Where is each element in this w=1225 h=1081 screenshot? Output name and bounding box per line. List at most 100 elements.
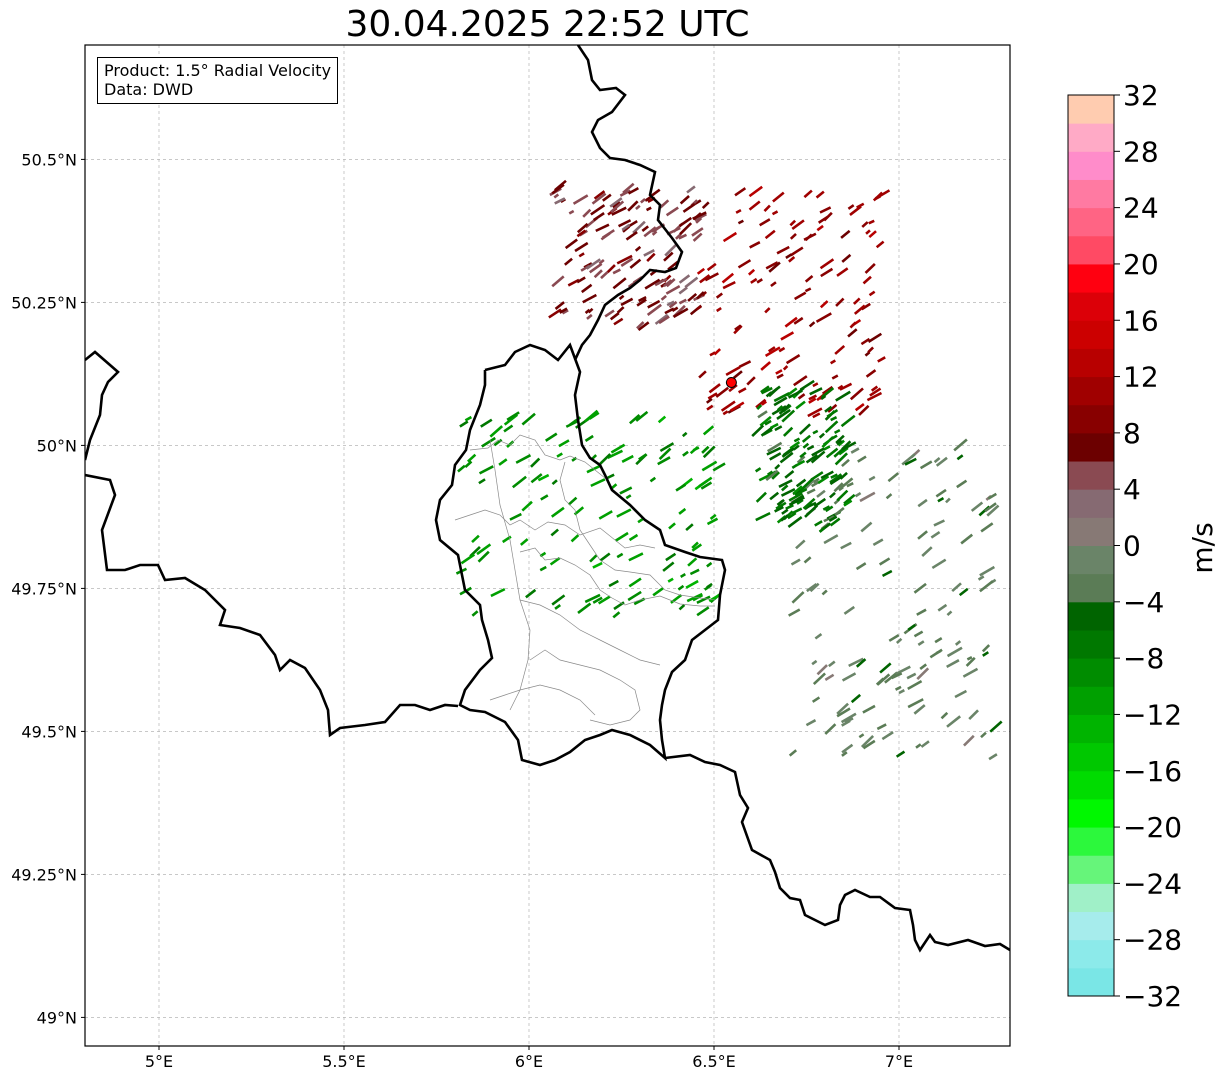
echo-streak	[618, 294, 625, 301]
echo-streak	[854, 491, 862, 498]
echo-streak	[848, 657, 864, 668]
echo-streak	[853, 304, 866, 315]
echo-streak	[558, 439, 570, 448]
echo-streak	[678, 507, 687, 515]
echo-streak	[828, 515, 838, 522]
echo-streak	[831, 374, 839, 380]
axis-ticks: 5°E 5.5°E 6°E 6.5°E 7°E 50.5°N 50.25°N 50°N 49.7…	[11, 150, 913, 1071]
echo-streak	[763, 204, 771, 212]
echo-streak	[827, 403, 838, 413]
echo-streak	[506, 440, 515, 448]
echo-streak	[981, 644, 991, 653]
echo-streak	[651, 188, 661, 197]
echo-streak	[567, 278, 580, 287]
echo-streak	[632, 220, 646, 234]
echo-streak	[988, 753, 998, 761]
echo-streak	[550, 506, 565, 518]
echo-streak	[616, 254, 633, 265]
echo-streak	[834, 507, 845, 516]
echo-streak	[821, 589, 828, 596]
echo-streak	[689, 568, 700, 576]
echo-streak	[698, 370, 707, 379]
echo-streak	[768, 385, 781, 396]
echo-streak	[760, 361, 771, 371]
echo-streak	[708, 593, 721, 603]
echo-streak	[829, 434, 838, 441]
colorbar-tick-label: 28	[1123, 135, 1159, 168]
echo-streak	[638, 295, 647, 303]
colorbar-band	[1068, 658, 1114, 687]
echo-streak	[647, 299, 661, 309]
echo-streak	[792, 485, 803, 495]
echo-streak	[840, 541, 852, 550]
echo-streak	[803, 478, 816, 491]
echo-streak	[833, 482, 844, 493]
echo-streak	[989, 720, 1003, 733]
echo-streak	[459, 420, 469, 428]
echo-streak	[820, 267, 834, 278]
colorbar-tick-label: −8	[1123, 642, 1164, 675]
colorbar-tick-label: 16	[1123, 304, 1159, 337]
echo-streak	[584, 409, 599, 423]
echo-streak	[987, 492, 997, 500]
echo-streak	[782, 365, 789, 371]
echo-streak	[537, 473, 550, 482]
echo-streak	[935, 488, 947, 498]
echo-streak	[635, 410, 649, 422]
echo-streak	[551, 183, 565, 195]
echo-streak	[780, 487, 796, 497]
echo-streak	[824, 405, 833, 413]
echo-streak	[701, 290, 708, 297]
echo-streak	[814, 633, 823, 640]
echo-streak	[667, 577, 674, 583]
echo-streak	[722, 410, 729, 416]
echo-streak	[686, 185, 696, 194]
echo-streak	[478, 478, 486, 485]
tick-lon-label: 6°E	[515, 1052, 543, 1071]
echo-streak	[720, 400, 736, 412]
echo-streak	[768, 261, 781, 273]
echo-streak	[784, 316, 798, 328]
echo-streak	[756, 404, 763, 411]
colorbar-band	[1068, 939, 1114, 969]
colorbar-band	[1068, 151, 1114, 180]
echo-streak	[643, 249, 655, 257]
echo-streak	[757, 410, 768, 419]
echo-streak	[678, 298, 687, 305]
colorbar-tick-label: −28	[1123, 924, 1182, 957]
echo-streak	[602, 193, 612, 202]
echo-streak	[751, 424, 765, 437]
echo-streak	[715, 386, 729, 398]
echo-streak	[572, 194, 589, 205]
echo-streak	[612, 277, 627, 290]
echo-streak	[913, 630, 924, 638]
echo-streak	[774, 505, 784, 513]
echo-streak	[824, 420, 839, 434]
echo-streak	[591, 192, 607, 205]
echo-streak	[576, 222, 589, 234]
echo-streak	[868, 475, 876, 482]
echo-streak	[519, 538, 529, 546]
echo-streak	[760, 386, 773, 395]
colorbar-band	[1068, 770, 1114, 800]
echo-streak	[778, 479, 793, 488]
echo-streak	[872, 191, 884, 202]
colorbar-band	[1068, 348, 1114, 378]
echo-streak	[835, 297, 845, 307]
echo-streak	[776, 373, 784, 379]
echo-streak	[867, 332, 883, 344]
echo-streak	[816, 489, 826, 498]
echo-streak	[664, 244, 677, 257]
echo-streak	[986, 504, 1000, 517]
echo-streak	[477, 550, 490, 563]
colorbar-tick-label: 20	[1123, 248, 1159, 281]
echo-streak	[841, 751, 848, 757]
echo-streak	[747, 268, 756, 276]
tick-lon-label: 7°E	[885, 1052, 913, 1071]
echo-streak	[830, 416, 838, 422]
echo-streak	[775, 369, 783, 375]
echo-streak	[809, 582, 820, 593]
echo-streak	[609, 312, 620, 321]
echo-streak	[551, 594, 566, 606]
echo-streak	[712, 462, 726, 472]
